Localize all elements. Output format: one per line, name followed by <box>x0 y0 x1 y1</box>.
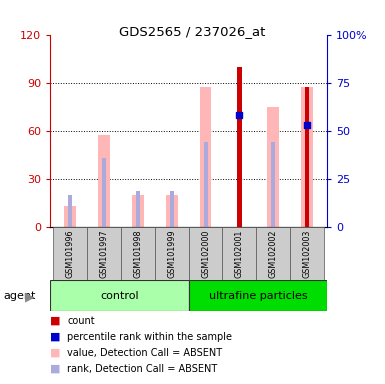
Text: GSM101997: GSM101997 <box>100 229 109 278</box>
Bar <box>87 227 121 280</box>
Bar <box>136 191 140 227</box>
Text: GSM102000: GSM102000 <box>201 229 210 278</box>
Point <box>304 122 310 128</box>
Bar <box>54 227 87 280</box>
Bar <box>155 227 189 280</box>
Text: ■: ■ <box>50 364 60 374</box>
Bar <box>189 280 327 311</box>
Bar <box>68 195 72 227</box>
Bar <box>166 195 177 227</box>
Text: GSM102001: GSM102001 <box>235 229 244 278</box>
Text: GSM102003: GSM102003 <box>303 229 311 278</box>
Text: percentile rank within the sample: percentile rank within the sample <box>67 332 233 342</box>
Text: ultrafine particles: ultrafine particles <box>209 291 307 301</box>
Text: ■: ■ <box>50 332 60 342</box>
Text: count: count <box>67 316 95 326</box>
Bar <box>64 206 76 227</box>
Bar <box>102 158 106 227</box>
Text: GDS2565 / 237026_at: GDS2565 / 237026_at <box>119 25 266 38</box>
Bar <box>204 142 208 227</box>
Text: GSM102002: GSM102002 <box>269 229 278 278</box>
Bar <box>301 88 313 227</box>
Bar <box>290 227 324 280</box>
Bar <box>223 227 256 280</box>
Bar <box>256 227 290 280</box>
Bar <box>170 191 174 227</box>
Bar <box>189 227 223 280</box>
Text: value, Detection Call = ABSENT: value, Detection Call = ABSENT <box>67 348 223 358</box>
Bar <box>267 107 279 227</box>
Bar <box>50 280 189 311</box>
Text: ■: ■ <box>50 316 60 326</box>
Text: GSM101996: GSM101996 <box>66 229 75 278</box>
Bar <box>305 142 309 227</box>
Bar <box>305 88 309 227</box>
Point <box>236 112 243 118</box>
Bar <box>121 227 155 280</box>
Text: agent: agent <box>4 291 36 301</box>
Bar <box>271 142 275 227</box>
Text: GSM101999: GSM101999 <box>167 229 176 278</box>
Bar <box>200 88 211 227</box>
Bar <box>98 136 110 227</box>
Text: ■: ■ <box>50 348 60 358</box>
Text: GSM101998: GSM101998 <box>134 229 142 278</box>
Bar <box>132 195 144 227</box>
Bar <box>237 66 242 227</box>
Text: rank, Detection Call = ABSENT: rank, Detection Call = ABSENT <box>67 364 218 374</box>
Text: control: control <box>100 291 139 301</box>
Text: ▶: ▶ <box>25 290 35 303</box>
